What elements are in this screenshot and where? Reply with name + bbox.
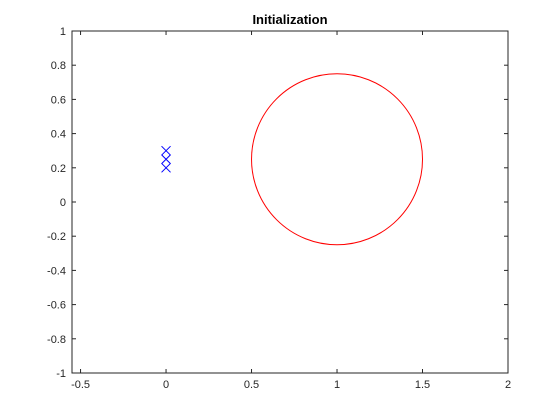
x-tick-label: 1.5 (415, 379, 430, 391)
y-tick-label: -0.6 (47, 300, 66, 312)
data-point-x-marker (161, 145, 171, 156)
y-tick-label: -0.2 (47, 231, 66, 243)
data-point-x-marker (161, 162, 171, 173)
y-tick-label: 0.2 (51, 163, 66, 175)
x-tick-label: 0 (163, 379, 169, 391)
y-tick-label: 0.6 (51, 94, 66, 106)
x-tick-label: 1 (334, 379, 340, 391)
y-tick-label: -0.8 (47, 334, 66, 346)
x-tick-label: 2 (505, 379, 511, 391)
y-tick-label: 1 (60, 26, 66, 38)
y-tick-label: 0.4 (51, 129, 66, 141)
y-tick-label: -1 (56, 368, 66, 380)
chart-title: Initialization (252, 12, 327, 27)
circle-boundary (251, 73, 424, 246)
y-tick-label: 0.8 (51, 60, 66, 72)
y-tick-label: -0.4 (47, 265, 66, 277)
data-point-x-marker (161, 154, 171, 165)
x-tick-label: 0.5 (244, 379, 259, 391)
y-tick-label: 0 (60, 197, 66, 209)
x-tick-label: -0.5 (71, 379, 90, 391)
plot-area: -0.5 0 0.5 1 1.5 2 -1 -0.8 -0.6 -0.4 -0.2 0 0.2 0.4 0.… (47, 26, 511, 391)
